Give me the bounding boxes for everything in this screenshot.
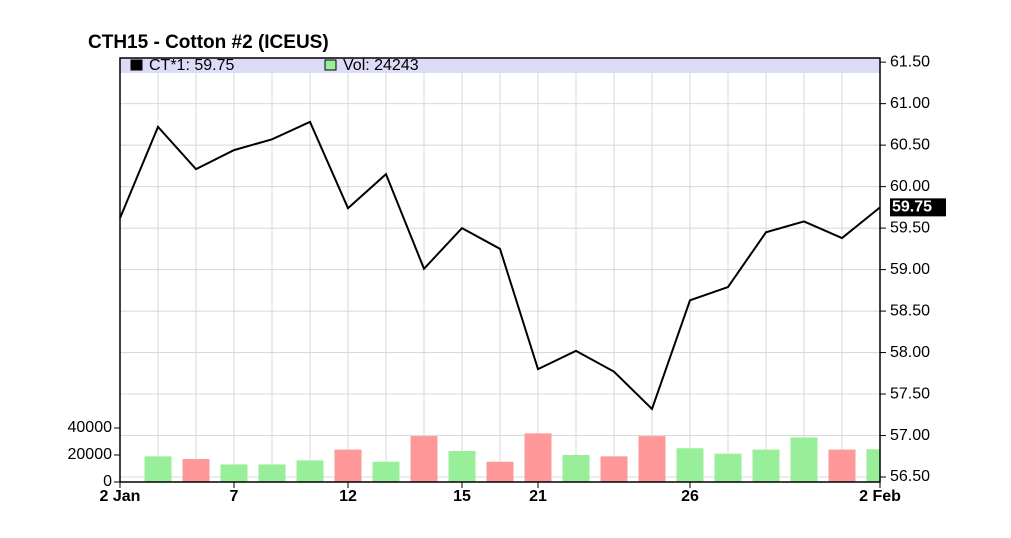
volume-bar (524, 433, 552, 482)
y2-tick-label: 20000 (68, 446, 113, 463)
legend-swatch (324, 59, 337, 71)
y2-tick-label: 0 (103, 473, 112, 490)
volume-bar (600, 456, 628, 482)
volume-bar (752, 449, 780, 482)
x-tick-label: 7 (230, 488, 239, 505)
volume-bar (486, 461, 514, 482)
y-tick-label: 59.00 (890, 261, 930, 278)
y-tick-label: 57.00 (890, 427, 930, 444)
legend-swatch (130, 59, 143, 71)
y-tick-label: 59.50 (890, 219, 930, 236)
volume-bar (334, 449, 362, 482)
y-tick-label: 61.50 (890, 53, 930, 70)
volume-bar (638, 436, 666, 482)
volume-bar (220, 464, 248, 482)
x-tick-label: 2 Jan (100, 488, 141, 505)
volume-bar (676, 448, 704, 482)
y-tick-label: 58.00 (890, 344, 930, 361)
legend-label: CT*1: 59.75 (149, 57, 234, 74)
y-tick-label: 57.50 (890, 385, 930, 402)
legend-label: Vol: 24243 (343, 57, 419, 74)
last-value-box (890, 198, 946, 217)
volume-bar (258, 464, 286, 482)
volume-bar (562, 454, 590, 482)
volume-bar (714, 453, 742, 482)
volume-bar (144, 456, 172, 482)
volume-bar (296, 460, 324, 482)
chart-title: CTH15 - Cotton #2 (ICEUS) (88, 32, 329, 53)
y-tick-label: 58.50 (890, 302, 930, 319)
volume-bar (866, 449, 880, 482)
x-tick-label: 15 (453, 488, 471, 505)
vertical-grid (120, 58, 880, 482)
volume-bar (448, 450, 476, 482)
y-tick-label: 60.00 (890, 178, 930, 195)
x-tick-label: 26 (681, 488, 699, 505)
volume-bar (828, 449, 856, 482)
price-line (119, 120, 881, 411)
volume-bar (182, 459, 210, 482)
volume-bar (372, 461, 400, 482)
y-tick-label: 60.50 (890, 136, 930, 153)
last-value-label: 59.75 (892, 199, 932, 216)
y-tick-label: 56.50 (890, 468, 930, 485)
x-tick-label: 12 (339, 488, 357, 505)
volume-bar (790, 437, 818, 482)
y2-tick-label: 40000 (68, 419, 113, 436)
volume-bar (410, 436, 438, 482)
x-tick-label: 2 Feb (859, 488, 901, 505)
x-tick-label: 21 (529, 488, 547, 505)
y-tick-label: 61.00 (890, 95, 930, 112)
legend-band (120, 58, 880, 73)
